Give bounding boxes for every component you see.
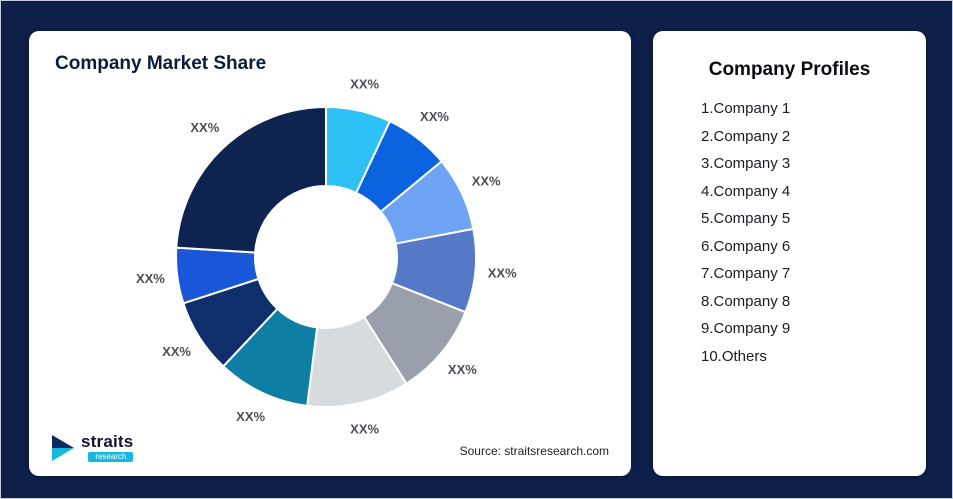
segment-label: XX% [350, 76, 379, 91]
company-profiles-card: Company Profiles 1.Company 1 2.Company 2 3… [653, 31, 926, 476]
logo-subtitle: research [88, 452, 134, 462]
donut-segment [175, 106, 327, 254]
donut-chart: XX% XX% XX% XX% XX% XX% XX% XX% XX% XX% [29, 31, 631, 476]
company-profile-item: 6.Company 6 [701, 237, 791, 255]
company-profile-item: 2.Company 2 [701, 127, 791, 145]
company-profile-item: 1.Company 1 [701, 100, 791, 117]
segment-label: XX% [448, 362, 477, 377]
segment-label: XX% [236, 409, 265, 424]
segment-label: XX% [420, 109, 449, 124]
company-profile-item: 4.Company 4 [701, 182, 791, 200]
company-profile-item: 10.Others [701, 347, 767, 365]
company-profile-item: 7.Company 7 [701, 265, 791, 282]
straits-research-logo: straits research [51, 432, 134, 462]
segment-label: XX% [472, 174, 501, 189]
market-share-card: Company Market Share XX% XX% XX% XX% XX% XX% X… [29, 31, 631, 476]
company-profile-item: 8.Company 8 [701, 292, 791, 310]
segment-label: XX% [488, 266, 517, 281]
segment-label: XX% [162, 344, 191, 359]
chart-title: Company Market Share [55, 53, 267, 74]
profiles-title: Company Profiles [708, 59, 871, 80]
logo-name: straits [81, 432, 134, 451]
source-attribution: Source: straitsresearch.com [459, 444, 609, 458]
straits-logo-icon [52, 434, 74, 461]
company-profile-item: 9.Company 9 [701, 320, 791, 337]
logo-wordmark: straits research [81, 432, 134, 462]
company-profile-item: 3.Company 3 [701, 155, 791, 172]
company-profiles-list: 1.Company 1 2.Company 2 3.Company 3 4.Compa… [653, 95, 926, 370]
segment-label: XX% [350, 422, 379, 437]
segment-label: XX% [136, 271, 165, 286]
company-profile-item: 5.Company 5 [701, 210, 791, 227]
donut-chart-svg: XX% XX% XX% XX% XX% XX% XX% XX% XX% XX% [136, 76, 517, 437]
segment-label: XX% [190, 120, 219, 135]
